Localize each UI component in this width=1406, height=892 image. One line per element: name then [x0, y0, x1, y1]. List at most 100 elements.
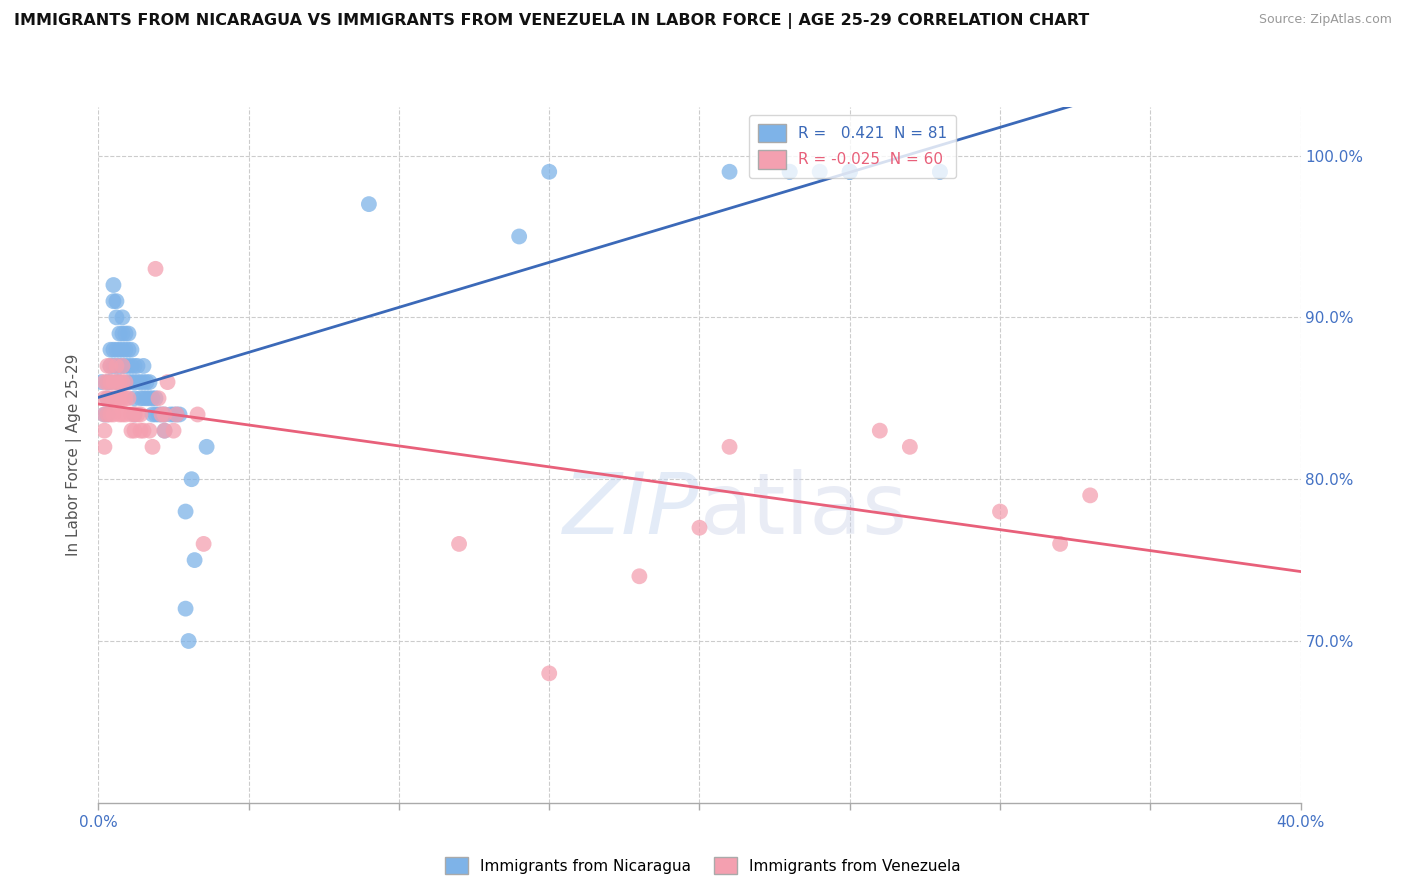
- Point: [869, 424, 891, 438]
- Point: [180, 472, 202, 486]
- Point: [103, 359, 125, 373]
- Point: [108, 392, 131, 406]
- Point: [111, 392, 134, 406]
- Point: [132, 375, 155, 389]
- Point: [100, 375, 122, 389]
- Point: [174, 504, 197, 518]
- Point: [141, 392, 163, 406]
- Point: [108, 359, 131, 373]
- Point: [357, 197, 380, 211]
- Point: [117, 392, 139, 406]
- Point: [166, 408, 188, 422]
- Point: [111, 359, 134, 373]
- Point: [132, 424, 155, 438]
- Legend: R =   0.421  N = 81, R = -0.025  N = 60: R = 0.421 N = 81, R = -0.025 N = 60: [749, 115, 956, 178]
- Point: [121, 424, 143, 438]
- Text: IMMIGRANTS FROM NICARAGUA VS IMMIGRANTS FROM VENEZUELA IN LABOR FORCE | AGE 25-2: IMMIGRANTS FROM NICARAGUA VS IMMIGRANTS …: [14, 13, 1090, 29]
- Point: [838, 165, 860, 179]
- Point: [174, 601, 197, 615]
- Point: [103, 278, 125, 293]
- Y-axis label: In Labor Force | Age 25-29: In Labor Force | Age 25-29: [66, 354, 83, 556]
- Point: [108, 375, 131, 389]
- Point: [100, 408, 122, 422]
- Point: [689, 521, 711, 535]
- Point: [100, 392, 122, 406]
- Point: [121, 375, 143, 389]
- Point: [838, 165, 860, 179]
- Point: [166, 408, 188, 422]
- Point: [169, 408, 191, 422]
- Point: [150, 408, 173, 422]
- Point: [103, 375, 125, 389]
- Point: [100, 359, 122, 373]
- Point: [508, 229, 530, 244]
- Point: [117, 326, 139, 341]
- Point: [108, 408, 131, 422]
- Text: atlas: atlas: [700, 469, 907, 552]
- Point: [114, 408, 136, 422]
- Point: [105, 343, 128, 357]
- Point: [100, 359, 122, 373]
- Point: [103, 392, 125, 406]
- Point: [111, 359, 134, 373]
- Point: [129, 424, 152, 438]
- Point: [177, 634, 200, 648]
- Point: [93, 408, 115, 422]
- Point: [538, 666, 561, 681]
- Point: [628, 569, 651, 583]
- Point: [141, 440, 163, 454]
- Point: [153, 424, 176, 438]
- Point: [114, 392, 136, 406]
- Point: [103, 294, 125, 309]
- Point: [838, 165, 860, 179]
- Point: [108, 326, 131, 341]
- Point: [114, 343, 136, 357]
- Point: [156, 375, 179, 389]
- Point: [105, 294, 128, 309]
- Point: [127, 375, 149, 389]
- Point: [105, 375, 128, 389]
- Point: [96, 408, 118, 422]
- Point: [193, 537, 215, 551]
- Point: [132, 359, 155, 373]
- Point: [105, 375, 128, 389]
- Point: [114, 375, 136, 389]
- Point: [117, 359, 139, 373]
- Point: [145, 408, 167, 422]
- Point: [808, 165, 831, 179]
- Point: [187, 408, 209, 422]
- Point: [124, 408, 146, 422]
- Point: [105, 392, 128, 406]
- Point: [129, 392, 152, 406]
- Point: [93, 440, 115, 454]
- Point: [124, 375, 146, 389]
- Point: [96, 392, 118, 406]
- Point: [124, 424, 146, 438]
- Point: [105, 359, 128, 373]
- Point: [1078, 488, 1101, 502]
- Point: [121, 408, 143, 422]
- Point: [898, 440, 921, 454]
- Point: [108, 343, 131, 357]
- Point: [162, 408, 184, 422]
- Point: [111, 375, 134, 389]
- Point: [929, 165, 952, 179]
- Point: [105, 310, 128, 325]
- Point: [538, 165, 561, 179]
- Point: [96, 375, 118, 389]
- Point: [779, 165, 801, 179]
- Point: [148, 392, 170, 406]
- Point: [121, 359, 143, 373]
- Point: [132, 392, 155, 406]
- Point: [988, 504, 1011, 518]
- Point: [718, 440, 741, 454]
- Point: [138, 392, 160, 406]
- Point: [447, 537, 470, 551]
- Point: [124, 408, 146, 422]
- Point: [90, 375, 112, 389]
- Point: [1049, 537, 1071, 551]
- Point: [153, 408, 176, 422]
- Point: [114, 359, 136, 373]
- Point: [145, 261, 167, 276]
- Point: [127, 408, 149, 422]
